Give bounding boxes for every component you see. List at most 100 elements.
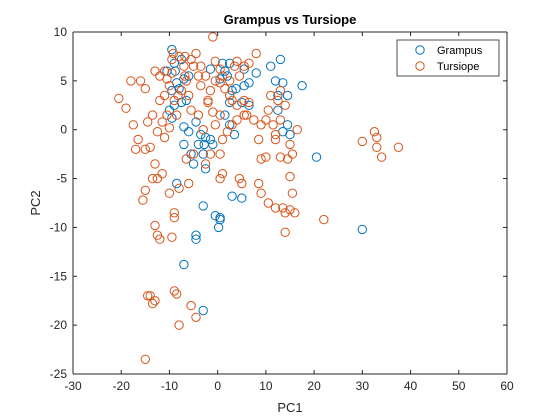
- data-point-tursiope: [372, 142, 382, 153]
- data-point-tursiope: [180, 51, 190, 62]
- data-point-grampus: [198, 201, 208, 211]
- data-point-tursiope: [174, 51, 184, 62]
- data-point-grampus: [176, 54, 187, 65]
- data-point-tursiope: [241, 110, 252, 120]
- data-point-grampus: [270, 76, 281, 86]
- data-point-grampus: [357, 224, 367, 235]
- x-tick-label: -10: [161, 379, 179, 393]
- data-point-grampus: [220, 66, 230, 76]
- data-point-tursiope: [179, 61, 189, 71]
- data-point-grampus: [266, 61, 276, 71]
- data-point-tursiope: [285, 139, 295, 150]
- data-point-tursiope: [155, 234, 165, 244]
- data-point-tursiope: [200, 71, 211, 81]
- data-point-tursiope: [220, 84, 230, 94]
- data-point-grampus: [174, 84, 184, 94]
- data-point-tursiope: [186, 300, 196, 311]
- data-point-grampus: [205, 64, 216, 74]
- data-point-tursiope: [234, 71, 245, 81]
- data-point-tursiope: [217, 71, 228, 81]
- data-point-tursiope: [393, 142, 404, 153]
- data-point-tursiope: [140, 354, 151, 364]
- data-point-tursiope: [184, 178, 194, 189]
- data-point-grampus: [191, 234, 201, 244]
- data-point-grampus: [191, 230, 201, 240]
- y-tick-label: -15: [50, 269, 68, 283]
- data-point-grampus: [167, 113, 177, 123]
- data-point-grampus: [222, 71, 233, 81]
- legend-box: [396, 39, 500, 77]
- data-point-tursiope: [215, 149, 225, 159]
- data-point-grampus: [225, 58, 235, 68]
- data-point-tursiope: [282, 154, 293, 164]
- data-point-grampus: [244, 78, 254, 88]
- legend-marker-tursiope: [415, 61, 425, 71]
- data-point-tursiope: [200, 159, 211, 169]
- x-tick-label: -20: [113, 379, 131, 393]
- data-point-tursiope: [254, 178, 264, 189]
- data-point-tursiope: [217, 134, 228, 145]
- y-tick-label: 0: [60, 123, 67, 137]
- data-point-tursiope: [256, 188, 266, 198]
- data-point-tursiope: [140, 84, 151, 94]
- data-point-tursiope: [143, 291, 153, 301]
- data-point-tursiope: [180, 71, 190, 81]
- data-point-tursiope: [172, 289, 182, 299]
- data-point-tursiope: [357, 136, 367, 147]
- x-tick-label: 30: [356, 379, 370, 393]
- data-point-tursiope: [239, 61, 249, 71]
- data-point-tursiope: [261, 115, 271, 125]
- data-point-tursiope: [280, 227, 290, 238]
- data-point-grampus: [167, 85, 177, 96]
- legend-marker-grampus: [415, 45, 425, 55]
- data-point-grampus: [184, 127, 194, 137]
- data-point-tursiope: [143, 117, 153, 127]
- data-point-grampus: [273, 105, 283, 115]
- data-point-tursiope: [285, 205, 295, 215]
- data-point-tursiope: [150, 66, 160, 76]
- data-point-tursiope: [208, 32, 218, 42]
- data-point-tursiope: [239, 95, 249, 106]
- legend: Grampus Tursiope: [396, 39, 500, 77]
- data-point-tursiope: [232, 100, 242, 111]
- data-point-tursiope: [140, 144, 151, 155]
- data-point-tursiope: [169, 208, 180, 218]
- plot-area: [73, 32, 507, 374]
- data-point-tursiope: [164, 81, 175, 91]
- data-point-tursiope: [290, 208, 300, 218]
- data-point-tursiope: [152, 127, 163, 137]
- y-tick-label: -10: [50, 220, 68, 234]
- data-point-grampus: [193, 139, 204, 150]
- data-point-tursiope: [168, 48, 179, 59]
- data-point-tursiope: [196, 81, 206, 91]
- data-point-grampus: [208, 139, 218, 150]
- data-point-tursiope: [174, 320, 184, 330]
- data-point-grampus: [169, 100, 180, 111]
- x-tick-label: 40: [404, 379, 418, 393]
- data-point-tursiope: [244, 58, 254, 68]
- data-point-tursiope: [270, 129, 281, 140]
- data-point-tursiope: [172, 110, 182, 120]
- data-point-tursiope: [181, 154, 192, 164]
- data-point-tursiope: [280, 100, 290, 111]
- data-point-tursiope: [133, 134, 143, 145]
- data-point-tursiope: [210, 76, 221, 86]
- data-point-tursiope: [126, 76, 136, 86]
- x-tick-label: 20: [307, 379, 321, 393]
- data-point-tursiope: [188, 61, 199, 71]
- data-point-tursiope: [205, 85, 216, 96]
- scatter-points: [114, 32, 404, 364]
- data-point-tursiope: [135, 76, 146, 86]
- data-point-grampus: [198, 305, 208, 316]
- data-point-tursiope: [173, 90, 183, 101]
- data-point-tursiope: [176, 85, 187, 96]
- data-point-tursiope: [191, 48, 201, 59]
- data-point-tursiope: [157, 169, 167, 179]
- data-point-tursiope: [217, 169, 228, 179]
- data-point-tursiope: [254, 134, 264, 145]
- data-point-grampus: [215, 214, 225, 225]
- data-point-tursiope: [263, 105, 273, 115]
- data-point-tursiope: [275, 115, 286, 125]
- data-point-tursiope: [147, 173, 158, 184]
- data-point-grampus: [179, 122, 189, 132]
